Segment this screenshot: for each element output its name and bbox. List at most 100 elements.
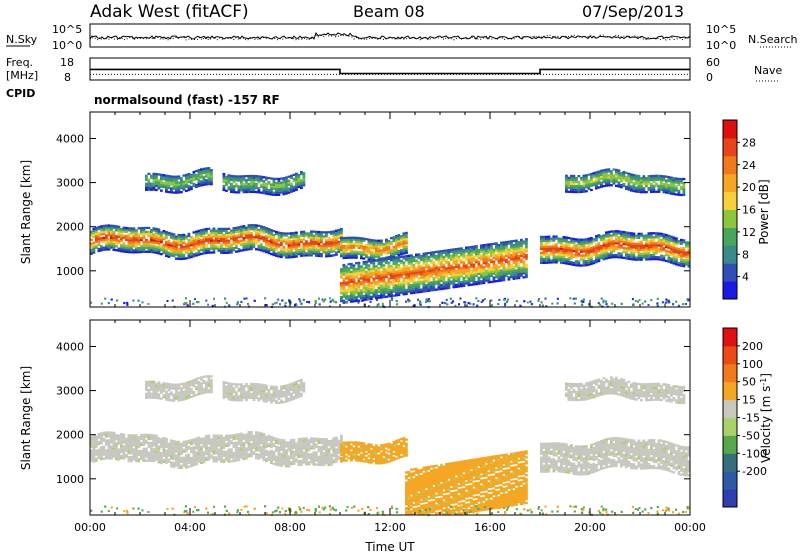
heatmap-cell [125,441,128,445]
heatmap-cell [90,230,93,233]
heatmap-cell [402,236,406,239]
heatmap-cell [202,183,206,186]
heatmap-cell [590,260,593,264]
heatmap-cell [147,443,151,446]
heatmap-cell [342,285,346,288]
heatmap-cell [335,239,338,242]
heatmap-cell [385,261,388,265]
heatmap-cell [155,235,158,238]
heatmap-cell [390,271,393,274]
heatmap-cell [287,175,291,178]
heatmap-cell [660,174,663,178]
heatmap-cell [600,171,603,174]
heatmap-cell [597,172,601,175]
heatmap-cell [385,273,388,276]
heatmap-cell [117,440,121,443]
heatmap-cell [282,248,286,251]
heatmap-cell [470,279,473,282]
heatmap-cell [287,183,291,186]
heatmap-cell [95,445,98,448]
heatmap-cell [442,275,446,278]
heatmap-cell [627,176,631,179]
heatmap-cell [197,179,201,182]
heatmap-cell [170,177,173,180]
heatmap-cell [140,451,143,455]
heatmap-cell [327,237,331,240]
heatmap-cell [615,253,618,257]
heatmap-cell [105,226,108,229]
heatmap-cell [640,242,643,245]
heatmap-cell [257,179,261,182]
heatmap-cell [340,276,343,279]
heatmap-cell [452,282,456,285]
heatmap-cell [425,286,428,289]
heatmap-cell [172,175,176,178]
heatmap-cell [607,168,611,171]
heatmap-cell [170,183,173,186]
heatmap-cell [427,271,431,274]
heatmap-cell [477,270,481,273]
power-xtick-marks [89,112,691,307]
heatmap-cell [585,250,588,253]
heatmap-cell [200,242,203,246]
heatmap-cell [330,250,333,253]
heatmap-cell [110,234,113,237]
heatmap-cell [367,280,371,283]
heatmap-cell [425,272,428,275]
heatmap-cell [122,457,126,460]
heatmap-cell [120,439,123,442]
heatmap-cell [160,237,163,240]
heatmap-cell [627,188,631,191]
heatmap-cell [487,249,491,252]
heatmap-cell [107,242,111,245]
heatmap-cell [365,298,368,301]
heatmap-cell [502,251,506,254]
heatmap-cell [575,190,578,194]
heatmap-cell [492,272,496,275]
heatmap-cell [315,246,318,249]
heatmap-cell [205,247,208,251]
heatmap-cell [652,253,656,257]
heatmap-cell [110,238,113,241]
heatmap-cell [472,281,476,284]
heatmap-cell [167,186,171,190]
heatmap-cell [285,254,288,257]
heatmap-cell [572,174,576,178]
heatmap-cell [455,255,458,259]
heatmap-cell [482,275,486,279]
heatmap-cell [512,269,516,272]
heatmap-cell [540,251,543,254]
heatmap-cell [125,234,128,238]
heatmap-cell [352,268,356,271]
heatmap-cell [590,240,593,244]
heatmap-cell [620,238,623,241]
heatmap-cell [640,246,643,249]
heatmap-cell [447,251,451,254]
heatmap-cell [145,230,148,234]
heatmap-cell [177,241,181,245]
heatmap-cell [270,235,273,238]
heatmap-cell [120,240,123,243]
heatmap-cell [390,277,393,280]
heatmap-cell [502,259,506,262]
heatmap-cell [170,232,173,235]
heatmap-cell [160,245,163,248]
heatmap-cell [410,274,413,277]
heatmap-cell [442,273,446,276]
heatmap-cell [445,251,448,254]
heatmap-cell [115,237,118,240]
heatmap-cell [502,241,506,244]
heatmap-cell [357,261,361,264]
heatmap-cell [275,240,278,243]
heatmap-cell [137,235,141,238]
heatmap-cell [500,251,503,254]
heatmap-cell [340,237,343,240]
heatmap-cell [357,289,361,292]
heatmap-cell [492,268,496,271]
heatmap-cell [280,232,283,235]
heatmap-cell [637,252,641,255]
heatmap-cell [460,271,463,274]
heatmap-cell [515,243,518,246]
heatmap-cell [127,434,131,437]
heatmap-cell [357,281,361,284]
